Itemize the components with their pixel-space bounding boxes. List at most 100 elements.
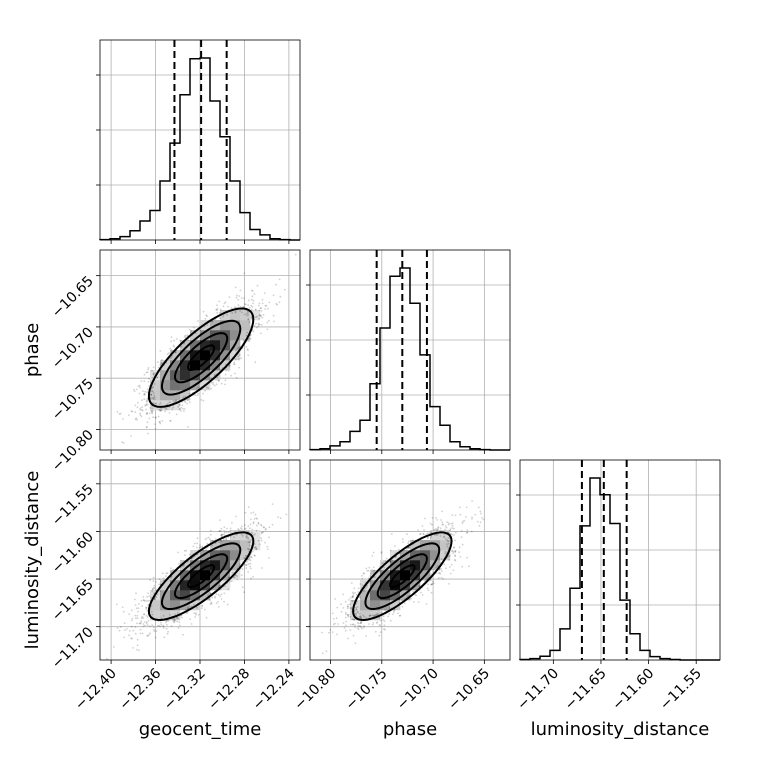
sample-point [272, 294, 275, 297]
sample-point [177, 563, 180, 565]
sample-point [207, 387, 210, 389]
x-tick-label: −10.70 [394, 666, 442, 714]
sample-point [206, 315, 209, 318]
sample-point [452, 546, 455, 549]
sample-point [247, 318, 250, 321]
sample-point [454, 558, 456, 561]
sample-point [184, 400, 186, 402]
sample-point [168, 401, 171, 404]
sample-point [217, 593, 220, 596]
sample-point [236, 575, 239, 577]
sample-point [238, 295, 241, 297]
sample-point [383, 628, 385, 630]
sample-point [426, 536, 429, 539]
sample-point [151, 386, 154, 389]
sample-point [337, 623, 339, 625]
sample-point [164, 621, 167, 624]
sample-point [146, 596, 149, 598]
sample-point [355, 606, 357, 609]
sample-point [450, 532, 452, 535]
sample-point [136, 648, 138, 651]
density-cell [250, 310, 261, 321]
density-cell [180, 560, 191, 571]
sample-point [210, 601, 213, 604]
sample-point [268, 319, 270, 322]
sample-point [453, 534, 455, 536]
sample-point [165, 575, 167, 578]
sample-point [202, 310, 205, 313]
sample-point [139, 632, 142, 635]
sample-point [440, 519, 442, 521]
histogram-phase [309, 267, 510, 451]
sample-point [427, 583, 429, 586]
density-cell [370, 590, 381, 601]
sample-point [153, 630, 156, 633]
sample-point [134, 598, 136, 601]
sample-point [452, 527, 455, 530]
sample-point [268, 536, 270, 539]
sample-point [387, 615, 389, 618]
density-cell [180, 390, 191, 401]
sample-point [201, 545, 204, 548]
sample-point [346, 614, 349, 617]
density-cell [160, 600, 171, 611]
sample-point [223, 538, 225, 541]
sample-point [145, 608, 148, 610]
y-tick-label: −11.70 [49, 624, 97, 672]
sample-point [173, 345, 176, 348]
sample-point [139, 408, 142, 411]
sample-point [358, 625, 361, 628]
sample-point [448, 554, 451, 557]
density-cell [160, 610, 171, 621]
sample-point [354, 642, 357, 645]
density-cell [160, 380, 171, 391]
sample-point [215, 593, 218, 596]
sample-point [224, 373, 227, 376]
sample-point [444, 525, 447, 527]
sample-point [419, 533, 421, 536]
sample-point [188, 401, 191, 404]
sample-point [439, 527, 442, 530]
sample-point [200, 399, 203, 401]
sample-point [408, 546, 411, 549]
sample-point [463, 519, 466, 522]
sample-point [242, 339, 245, 341]
sample-point [113, 646, 115, 648]
sample-point [390, 533, 393, 535]
sample-point [444, 537, 447, 540]
sample-point [146, 634, 149, 637]
sample-point [177, 551, 179, 554]
sample-point [215, 602, 218, 605]
density-cell [230, 310, 241, 321]
sample-point [153, 598, 156, 601]
sample-point [166, 632, 169, 635]
sample-point [454, 550, 457, 552]
sample-point [453, 546, 456, 549]
sample-point [135, 388, 138, 391]
sample-point [142, 617, 145, 619]
sample-point [397, 612, 399, 615]
sample-point [349, 623, 352, 626]
sample-point [115, 603, 118, 606]
sample-point [265, 527, 267, 530]
sample-point [240, 574, 243, 577]
sample-point [140, 415, 143, 418]
sample-point [138, 384, 141, 387]
density-cell [240, 550, 251, 561]
sample-point [149, 625, 152, 628]
sample-point [141, 632, 144, 635]
sample-point [443, 563, 446, 566]
sample-point [241, 586, 244, 589]
sample-point [358, 613, 361, 615]
sample-point [439, 535, 442, 537]
density-cell [210, 360, 221, 371]
sample-point [381, 562, 383, 565]
sample-point [448, 559, 450, 561]
sample-point [351, 595, 354, 598]
sample-point [245, 537, 248, 539]
sample-point [429, 522, 432, 525]
sample-point [261, 302, 264, 305]
sample-point [383, 624, 386, 627]
sample-point [245, 312, 248, 315]
sample-point [435, 530, 438, 532]
